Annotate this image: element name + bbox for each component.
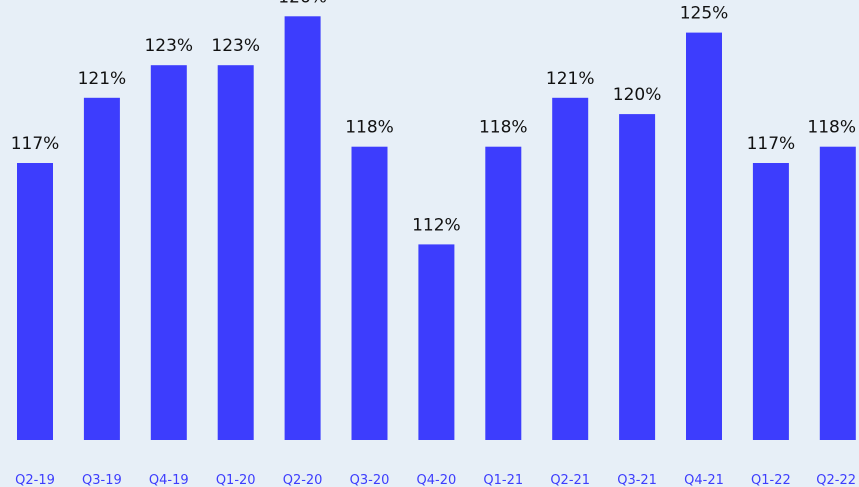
x-tick-label-q2-19: Q2-19 [15,473,55,487]
bar-q2-21 [552,98,588,440]
x-tick-label-q1-20: Q1-20 [216,473,256,487]
bar-q2-22 [820,147,856,440]
x-tick-labels-group: Q2-19 Q3-19 Q4-19 Q1-20 Q2-20 Q3-20 Q4-20 Q1-21… [15,473,856,487]
x-tick-label-q3-21: Q3-21 [617,473,657,487]
data-labels-group: 117% 121% 123% 123% 126% 118% 112% 118% 121% 120%… [11,0,856,235]
bar-q2-19 [17,163,53,440]
x-tick-label-q3-19: Q3-19 [82,473,122,487]
x-tick-label-q4-19: Q4-19 [149,473,189,487]
data-label-q3-19: 121% [78,69,127,89]
data-label-q1-22: 117% [747,134,796,154]
x-tick-label-q2-21: Q2-21 [550,473,590,487]
bar-q4-21 [686,33,722,440]
data-label-q2-20: 126% [278,0,327,7]
bar-q4-19 [151,65,187,440]
x-tick-label-q1-22: Q1-22 [751,473,791,487]
bar-q1-21 [485,147,521,440]
data-label-q2-22: 118% [807,118,856,138]
data-label-q1-21: 118% [479,118,528,138]
data-label-q3-20: 118% [345,118,394,138]
x-tick-label-q2-20: Q2-20 [283,473,323,487]
bar-q1-20 [218,65,254,440]
data-label-q3-21: 120% [613,85,662,105]
bar-q3-19 [84,98,120,440]
data-label-q4-21: 125% [680,4,729,24]
data-label-q4-20: 112% [412,215,461,235]
bar-q4-20 [418,244,454,440]
x-tick-label-q2-22: Q2-22 [816,473,856,487]
data-label-q1-20: 123% [211,36,260,56]
bar-q2-20 [285,16,321,440]
x-tick-label-q4-20: Q4-20 [417,473,457,487]
bar-q3-21 [619,114,655,440]
bar-q3-20 [352,147,388,440]
x-tick-label-q3-20: Q3-20 [350,473,390,487]
x-tick-label-q1-21: Q1-21 [483,473,523,487]
data-label-q2-21: 121% [546,69,595,89]
data-label-q2-19: 117% [11,134,60,154]
x-tick-label-q4-21: Q4-21 [684,473,724,487]
data-label-q4-19: 123% [144,36,193,56]
bar-q1-22 [753,163,789,440]
